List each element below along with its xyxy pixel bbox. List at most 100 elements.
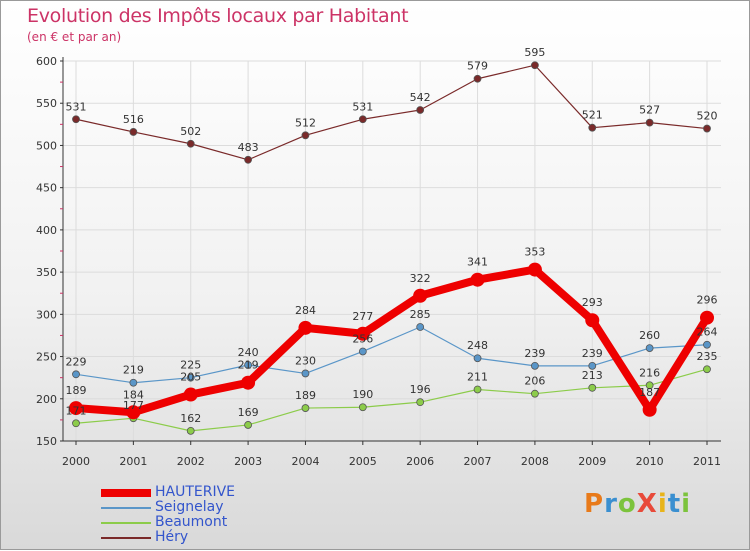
x-tick-label: 2001 bbox=[119, 455, 147, 468]
legend-label-hery: Héry bbox=[155, 529, 189, 545]
data-label-seignelay: 285 bbox=[410, 308, 431, 321]
y-tick-label: 400 bbox=[36, 224, 57, 237]
data-point-beaumont bbox=[301, 404, 310, 412]
data-label-seignelay: 229 bbox=[66, 355, 87, 368]
data-point-hery bbox=[186, 139, 195, 148]
legend-label-seignelay: Seignelay bbox=[155, 499, 224, 515]
x-tick-label: 2010 bbox=[636, 455, 664, 468]
data-point-seignelay bbox=[703, 340, 711, 349]
chart-title: Evolution des Impôts locaux par Habitant bbox=[27, 5, 409, 27]
legend-swatch-hauterive bbox=[101, 489, 151, 497]
data-label-hauterive: 293 bbox=[582, 296, 603, 309]
y-tick-label: 450 bbox=[36, 182, 57, 195]
data-point-hauterive bbox=[298, 320, 313, 335]
data-label-hauterive: 187 bbox=[639, 386, 660, 399]
data-label-seignelay: 219 bbox=[123, 364, 144, 377]
logo-letter: o bbox=[617, 489, 637, 519]
x-tick-label: 2007 bbox=[464, 455, 492, 468]
data-label-hauterive: 341 bbox=[467, 256, 488, 269]
data-point-hauterive bbox=[527, 262, 542, 277]
x-tick-label: 2003 bbox=[234, 455, 262, 468]
data-point-beaumont bbox=[531, 389, 539, 398]
y-tick-label: 350 bbox=[36, 266, 57, 279]
data-point-hauterive bbox=[183, 387, 198, 402]
x-tick-label: 2011 bbox=[693, 455, 721, 468]
data-point-hauterive bbox=[126, 405, 141, 420]
data-point-hery bbox=[645, 118, 654, 127]
data-point-hauterive bbox=[585, 313, 600, 328]
data-point-beaumont bbox=[72, 419, 80, 428]
data-label-hery: 527 bbox=[639, 104, 660, 117]
data-point-beaumont bbox=[645, 381, 654, 390]
y-tick-label: 150 bbox=[36, 435, 57, 448]
data-point-hery bbox=[358, 115, 367, 124]
data-label-beaumont: 211 bbox=[467, 370, 488, 383]
data-point-beaumont bbox=[416, 398, 425, 407]
data-label-hery: 512 bbox=[295, 116, 316, 129]
data-point-hery bbox=[129, 128, 138, 136]
logo-letter: X bbox=[636, 489, 658, 519]
data-point-seignelay bbox=[588, 361, 597, 370]
data-point-beaumont bbox=[588, 383, 597, 392]
data-point-seignelay bbox=[645, 344, 654, 353]
x-tick-label: 2002 bbox=[177, 455, 205, 468]
data-label-seignelay: 230 bbox=[295, 354, 316, 367]
series-line-hery bbox=[75, 64, 708, 161]
data-point-hery bbox=[72, 115, 80, 124]
data-label-hery: 531 bbox=[352, 100, 373, 113]
data-point-beaumont bbox=[358, 403, 367, 412]
data-point-hery bbox=[301, 131, 310, 140]
data-label-seignelay: 256 bbox=[352, 332, 373, 345]
x-tick-label: 2000 bbox=[62, 455, 90, 468]
data-point-seignelay bbox=[244, 361, 252, 369]
data-label-seignelay: 248 bbox=[467, 339, 488, 352]
data-point-hauterive bbox=[700, 310, 714, 325]
data-point-hery bbox=[244, 155, 252, 164]
data-label-hery: 579 bbox=[467, 60, 488, 73]
data-point-hery bbox=[531, 61, 539, 70]
legend-swatch-beaumont bbox=[101, 522, 151, 524]
data-label-hauterive: 205 bbox=[180, 371, 201, 384]
data-point-beaumont bbox=[186, 426, 195, 435]
data-label-seignelay: 225 bbox=[180, 359, 201, 372]
data-label-beaumont: 206 bbox=[524, 375, 545, 388]
data-label-beaumont: 216 bbox=[639, 366, 660, 379]
data-point-hery bbox=[473, 74, 482, 83]
logo-letter: i bbox=[681, 489, 692, 519]
data-label-seignelay: 264 bbox=[697, 326, 718, 339]
y-tick-label: 600 bbox=[36, 55, 57, 68]
legend-swatch-seignelay bbox=[101, 507, 151, 509]
data-point-hauterive bbox=[355, 326, 370, 341]
data-label-beaumont: 171 bbox=[66, 404, 87, 417]
y-tick-label: 250 bbox=[36, 351, 57, 364]
data-label-hery: 520 bbox=[697, 110, 718, 123]
data-point-hery bbox=[416, 106, 425, 114]
data-point-beaumont bbox=[244, 421, 252, 429]
legend-label-beaumont: Beaumont bbox=[155, 514, 228, 530]
data-point-seignelay bbox=[358, 347, 367, 356]
data-label-hauterive: 189 bbox=[66, 384, 87, 397]
data-label-hauterive: 322 bbox=[410, 272, 431, 285]
data-label-hery: 502 bbox=[180, 125, 201, 138]
data-label-hauterive: 296 bbox=[697, 294, 718, 307]
data-point-seignelay bbox=[72, 370, 80, 379]
data-point-seignelay bbox=[129, 378, 138, 387]
data-point-hauterive bbox=[69, 401, 83, 416]
data-label-beaumont: 169 bbox=[238, 406, 259, 419]
series-line-beaumont bbox=[75, 368, 708, 432]
legend-label-hauterive: HAUTERIVE bbox=[155, 484, 236, 500]
data-point-hery bbox=[588, 123, 597, 132]
data-label-hery: 542 bbox=[410, 91, 431, 104]
data-label-seignelay: 240 bbox=[238, 346, 259, 359]
data-label-beaumont: 196 bbox=[410, 383, 431, 396]
data-label-hery: 531 bbox=[66, 100, 87, 113]
x-tick-label: 2004 bbox=[291, 455, 319, 468]
data-label-hery: 516 bbox=[123, 113, 144, 126]
logo-letter: i bbox=[657, 489, 668, 519]
data-label-hery: 595 bbox=[524, 46, 545, 59]
data-label-beaumont: 162 bbox=[180, 412, 201, 425]
data-label-beaumont: 235 bbox=[697, 350, 718, 363]
data-point-hauterive bbox=[241, 375, 256, 390]
data-label-hauterive: 284 bbox=[295, 304, 316, 317]
